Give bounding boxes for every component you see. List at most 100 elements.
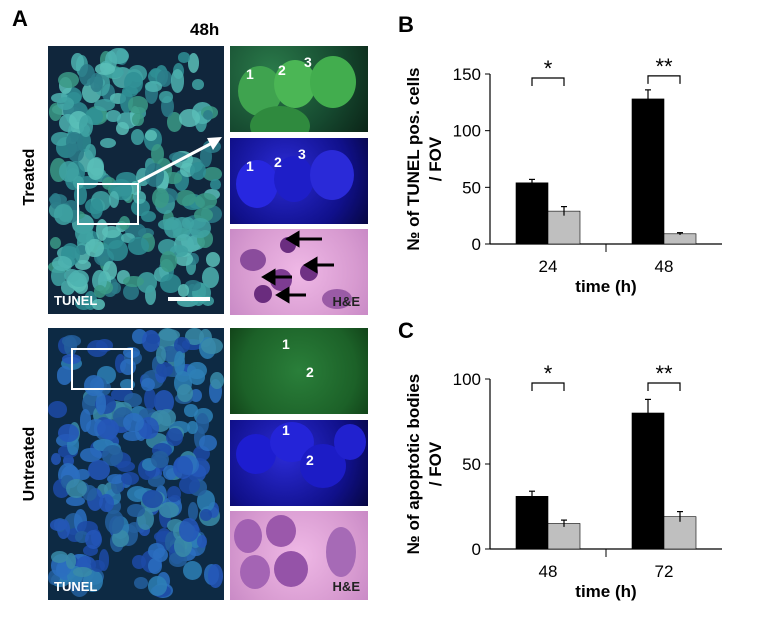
- significance-bracket: [647, 382, 681, 391]
- cell: [151, 451, 169, 469]
- bar: [663, 516, 697, 550]
- x-tick-label: 48: [655, 257, 674, 276]
- tunel-label: TUNEL: [54, 293, 98, 308]
- cell: [91, 560, 106, 573]
- cell: [87, 157, 104, 181]
- cell: [92, 439, 114, 451]
- cell: [120, 379, 136, 390]
- x-tick-label: 72: [655, 562, 674, 581]
- cell: [189, 218, 211, 239]
- treated-zoom-he: H&E: [230, 229, 368, 315]
- untreated-tunel-image: TUNEL: [48, 328, 224, 600]
- bar: [515, 496, 549, 550]
- y-axis-title: № of apoptotic bodies / FOV: [404, 374, 445, 554]
- cell: [182, 560, 203, 581]
- significance-bracket: [531, 77, 565, 86]
- cell: [199, 434, 218, 452]
- cell-number-3: 3: [304, 54, 312, 70]
- treated-zoom-blue: 1 2 3: [230, 138, 368, 224]
- he-label: H&E: [332, 579, 360, 594]
- cell: [93, 284, 106, 298]
- cell: [66, 495, 85, 506]
- cell-number-2: 2: [306, 452, 314, 468]
- bar: [515, 182, 549, 245]
- cell: [122, 275, 145, 288]
- cell: [102, 66, 124, 79]
- cell: [48, 401, 68, 418]
- y-tick-label: 100: [453, 122, 481, 141]
- cell: [50, 519, 67, 531]
- cell: [147, 576, 167, 596]
- tunel-label: TUNEL: [54, 579, 98, 594]
- cell: [98, 493, 114, 512]
- cell: [138, 523, 150, 537]
- cell: [170, 69, 185, 93]
- cell: [58, 71, 79, 88]
- cell: [62, 335, 82, 347]
- cell: [112, 529, 129, 548]
- cell: [134, 576, 148, 590]
- y-axis-title-line: № of apoptotic bodies: [404, 374, 423, 554]
- cell: [79, 64, 95, 86]
- cell: [79, 409, 92, 432]
- cell: [147, 475, 166, 487]
- cell: [208, 564, 224, 588]
- x-tick-label: 24: [539, 257, 558, 276]
- cell: [175, 189, 196, 207]
- cell: [111, 475, 123, 494]
- cell: [73, 566, 92, 577]
- cell: [67, 434, 79, 456]
- cell-number-3: 3: [298, 146, 306, 162]
- cell: [123, 283, 140, 300]
- cell: [144, 81, 162, 92]
- cell: [103, 261, 118, 280]
- bar: [547, 523, 581, 550]
- cell: [68, 270, 89, 288]
- cell: [195, 413, 210, 435]
- cell: [159, 502, 179, 519]
- cell: [110, 93, 127, 104]
- cell: [164, 172, 183, 184]
- cell: [179, 476, 201, 495]
- cell-number-2: 2: [306, 364, 314, 380]
- cell: [74, 468, 91, 481]
- cell: [98, 548, 110, 571]
- zoom-box: [77, 183, 139, 225]
- cell: [50, 551, 69, 564]
- cell: [200, 145, 212, 167]
- cell: [122, 430, 142, 442]
- cell: [80, 447, 103, 463]
- cell: [128, 96, 149, 114]
- cell: [144, 130, 157, 142]
- cell: [158, 218, 180, 231]
- cell: [89, 197, 103, 219]
- significance-label: **: [655, 361, 673, 386]
- cell: [185, 280, 201, 291]
- cell: [163, 365, 185, 378]
- significance-bracket: [647, 75, 681, 84]
- cell: [159, 91, 174, 103]
- cell: [106, 474, 125, 485]
- cell: [176, 296, 199, 308]
- cell: [88, 459, 110, 480]
- cell: [124, 71, 143, 95]
- cell: [196, 535, 208, 548]
- cell: [166, 485, 181, 502]
- cell: [79, 114, 94, 138]
- untreated-zoom-he: H&E: [230, 511, 368, 600]
- cell: [48, 569, 61, 586]
- cell: [139, 408, 158, 420]
- cell: [144, 285, 157, 306]
- cell: [106, 110, 121, 123]
- cell: [117, 460, 136, 473]
- cell: [206, 252, 221, 268]
- cell: [144, 387, 157, 410]
- cell: [94, 62, 115, 75]
- cell: [165, 427, 183, 447]
- cell: [83, 374, 105, 397]
- chart-apoptotic: 0 50 100 № of apoptotic bodies / FOV 48 * 72 ** t…: [404, 361, 722, 601]
- cell: [177, 284, 190, 297]
- cell: [127, 237, 149, 255]
- bar: [631, 98, 665, 245]
- cell: [189, 162, 207, 181]
